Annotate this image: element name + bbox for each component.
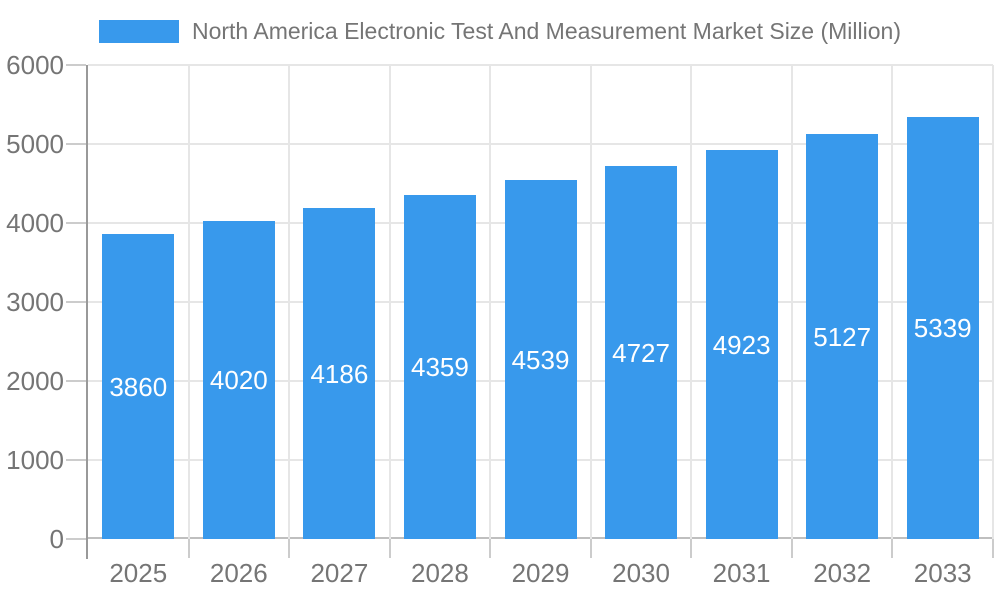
x-axis-label: 2025 <box>109 558 168 588</box>
gridline-v <box>187 65 190 539</box>
y-axis-tick <box>66 301 86 303</box>
bar[interactable]: 4539 <box>504 180 577 539</box>
bar-value-label: 3860 <box>109 371 168 402</box>
bar[interactable]: 4923 <box>705 150 778 539</box>
bar[interactable]: 5339 <box>906 117 979 539</box>
y-axis-tick <box>66 538 86 540</box>
y-axis-label: 1000 <box>6 445 64 475</box>
gridline-v <box>288 65 291 539</box>
bar-value-label: 4359 <box>411 352 469 382</box>
y-axis-label: 4000 <box>6 208 64 238</box>
x-axis-label: 2026 <box>209 558 268 588</box>
y-axis-label: 0 <box>49 524 64 554</box>
y-axis-tick <box>66 143 86 145</box>
y-axis-label: 2000 <box>6 366 64 396</box>
x-axis-tick <box>388 539 391 558</box>
bar-value-label: 4539 <box>511 344 570 375</box>
x-axis-label: 2029 <box>511 558 570 588</box>
x-axis-label: 2032 <box>813 558 872 588</box>
x-axis-tick <box>489 539 492 558</box>
legend-swatch <box>98 20 179 43</box>
gridline-v <box>489 65 492 539</box>
legend-label: North America Electronic Test And Measur… <box>191 18 901 44</box>
gridline-v <box>790 65 793 539</box>
y-axis-label: 5000 <box>6 129 64 159</box>
y-axis-label: 6000 <box>6 50 64 80</box>
x-axis-tick <box>187 539 190 558</box>
bar-value-label: 4186 <box>310 358 369 389</box>
bar-value-label: 4727 <box>612 337 670 368</box>
y-axis-tick <box>66 459 86 461</box>
x-axis: 2025 2026 2027 2028 2029 2030 2031 2032 2033 <box>88 539 994 600</box>
bar[interactable]: 4186 <box>303 208 376 539</box>
x-axis-tick <box>790 539 793 558</box>
bar-value-label: 4020 <box>209 365 268 395</box>
y-axis: 0 1000 2000 3000 4000 5000 6000 <box>0 52 88 565</box>
x-axis-label: 2033 <box>913 558 972 588</box>
bar-value-label: 4923 <box>712 329 771 360</box>
y-axis-line <box>86 65 88 559</box>
x-axis-tick <box>288 539 291 558</box>
gridline-v <box>891 65 894 539</box>
x-axis-tick <box>690 539 693 558</box>
x-axis-label: 2028 <box>411 558 469 588</box>
gridline-v <box>992 65 994 539</box>
y-axis-tick <box>66 380 86 382</box>
bar[interactable]: 4020 <box>202 221 275 539</box>
x-axis-label: 2027 <box>310 558 369 588</box>
y-axis-tick <box>66 222 86 224</box>
x-axis-label: 2031 <box>712 558 771 588</box>
x-axis-tick <box>891 539 894 558</box>
y-axis-label: 3000 <box>6 287 64 317</box>
x-axis-tick <box>992 539 994 558</box>
gridline-h <box>88 64 993 66</box>
chart-legend[interactable]: North America Electronic Test And Measur… <box>0 18 1000 45</box>
plot-area: 3860 4020 4186 4359 4539 4727 4923 5127 5339 <box>88 64 994 539</box>
x-axis-label: 2030 <box>612 558 670 588</box>
y-axis-tick <box>66 64 86 66</box>
gridline-v <box>589 65 592 539</box>
gridline-v <box>388 65 391 539</box>
bar-value-label: 5127 <box>813 321 872 352</box>
bar-value-label: 5339 <box>913 313 972 343</box>
bar[interactable]: 5127 <box>806 134 879 539</box>
bar[interactable]: 4727 <box>605 166 678 539</box>
gridline-v <box>690 65 693 539</box>
gridline-h <box>88 143 993 145</box>
x-axis-tick <box>589 539 592 558</box>
bar[interactable]: 3860 <box>102 234 175 539</box>
bar[interactable]: 4359 <box>403 195 476 539</box>
